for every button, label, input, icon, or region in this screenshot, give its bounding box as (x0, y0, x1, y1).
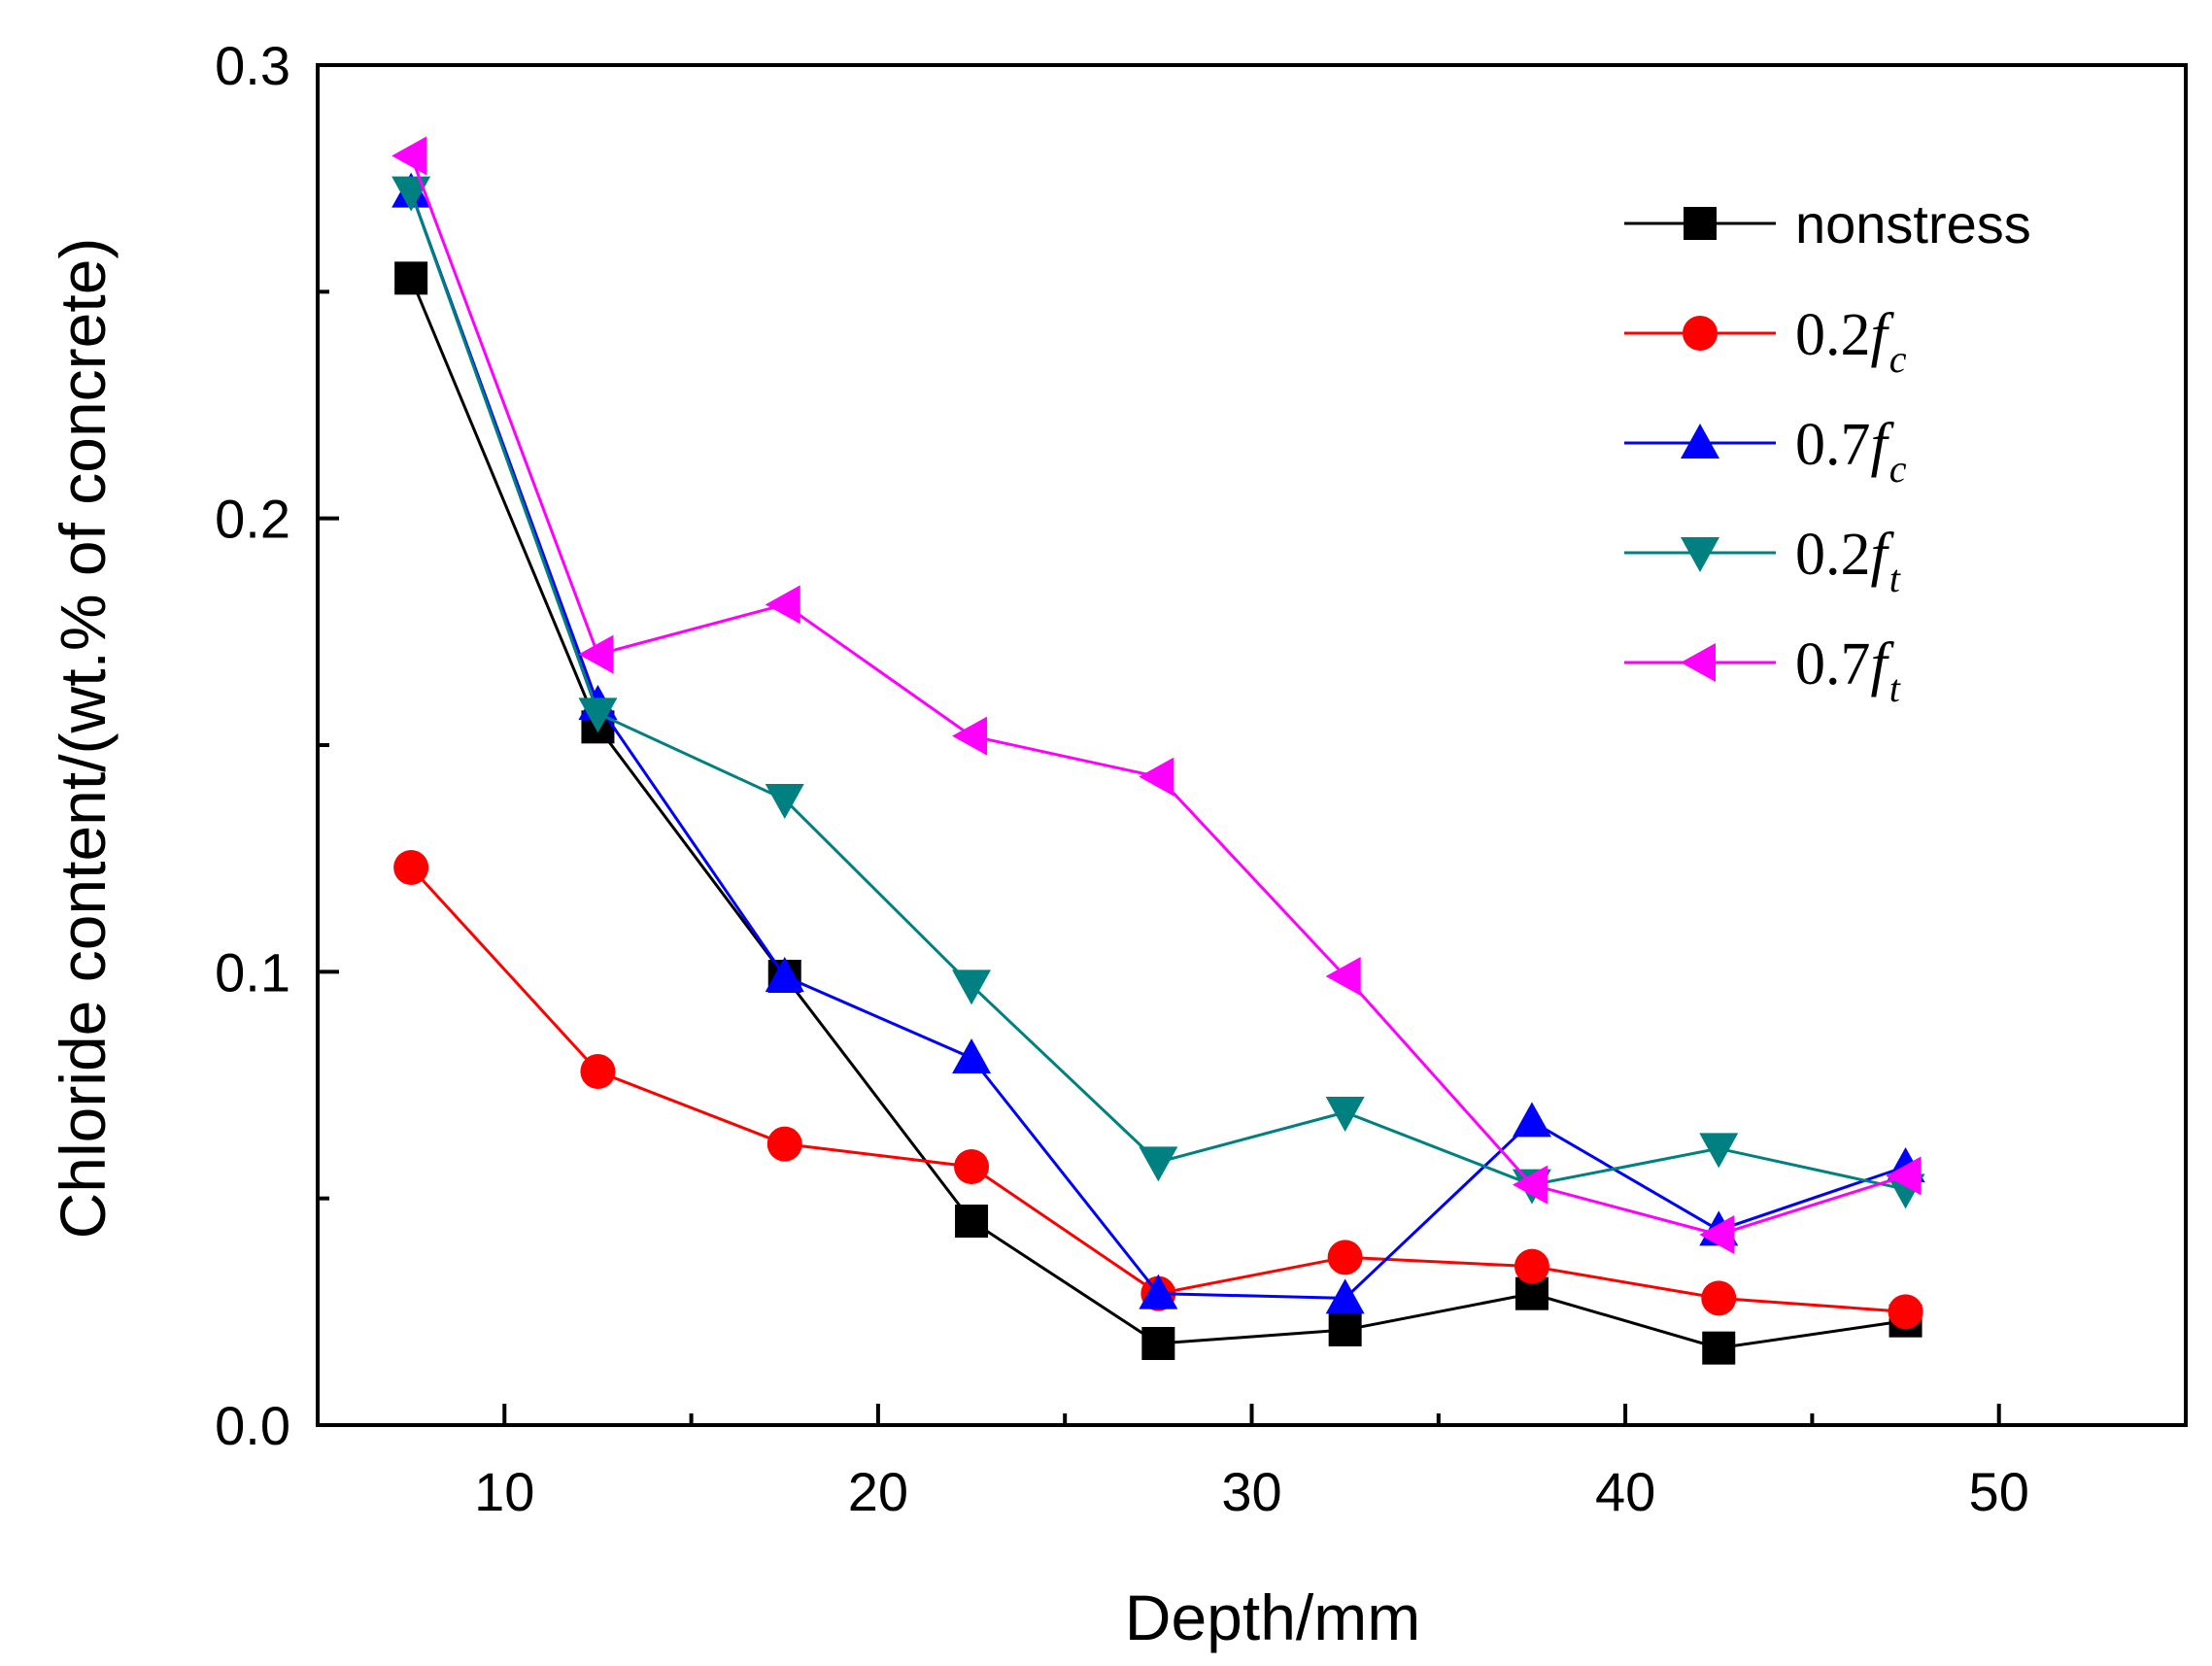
data-point-nonstress (1141, 1327, 1175, 1360)
plot-area-border (316, 63, 2188, 1427)
legend-item-0.7ft: 0.7ft (1624, 631, 1901, 710)
data-point-0.7ft (1512, 1165, 1548, 1205)
series-line-0.7fc (409, 191, 1907, 1300)
data-point-0.7fc (765, 957, 804, 992)
legend-item-0.2fc: 0.2fc (1624, 302, 1907, 381)
x-tick-label: 40 (1595, 1461, 1655, 1522)
data-point-0.2fc (1514, 1248, 1549, 1284)
data-point-0.2fc (766, 1126, 802, 1162)
legend-label: 0.2ft (1795, 522, 1901, 600)
series-line-nonstress (409, 277, 1906, 1350)
x-tick-label: 50 (1969, 1461, 2029, 1522)
data-point-0.7ft (578, 634, 614, 674)
data-point-0.2fc (1701, 1280, 1737, 1316)
data-point-0.2fc (1327, 1240, 1363, 1275)
x-axis-ticks: 10 20 30 40 50 (474, 1404, 2029, 1522)
data-point-0.7fc (1139, 1274, 1178, 1309)
data-point-0.7ft (765, 585, 800, 625)
legend-label: 0.7fc (1795, 412, 1907, 491)
data-point-0.7ft (1699, 1215, 1735, 1254)
y-tick-label: 0.3 (215, 35, 290, 96)
legend-label-subscript: t (1889, 557, 1901, 600)
y-tick-label: 0.2 (215, 489, 290, 550)
legend-item-0.2ft: 0.2ft (1624, 522, 1901, 600)
legend-marker-0.7fc (1681, 424, 1719, 459)
legend-label-subscript: c (1889, 337, 1907, 381)
legend-marker-nonstress (1684, 207, 1717, 240)
data-point-0.2ft (952, 969, 992, 1005)
legend-label: 0.7ft (1795, 631, 1901, 710)
legend-label-subscript: t (1889, 666, 1901, 710)
x-axis-title: Depth/mm (1125, 1581, 1420, 1653)
data-point-0.2ft (578, 697, 618, 733)
series-0.7ft (391, 136, 1922, 1254)
data-point-0.7ft (1886, 1156, 1922, 1196)
data-point-0.2fc (393, 850, 429, 885)
series-0.2fc (393, 850, 1923, 1330)
data-point-0.7ft (391, 136, 427, 176)
legend-marker-0.7ft (1681, 643, 1716, 682)
legend-label-number: 0.2 (1795, 302, 1871, 368)
data-point-0.7fc (1325, 1278, 1365, 1314)
legend-label-subscript: c (1889, 447, 1907, 491)
legend-label: 0.2fc (1795, 302, 1907, 381)
data-point-0.7fc (952, 1038, 992, 1073)
legend-label-number: 0.7 (1795, 631, 1871, 697)
data-point-0.7fc (1512, 1102, 1551, 1138)
x-tick-label: 20 (848, 1461, 908, 1522)
plot-frame (316, 63, 2188, 1427)
legend-item-nonstress: nonstress (1624, 193, 2031, 255)
legend-label: nonstress (1795, 193, 2031, 255)
y-axis-title: Chloride content/(wt.% of concrete) (47, 238, 119, 1240)
legend-marker-0.2fc (1683, 316, 1718, 351)
series-line-0.7ft (409, 154, 1907, 1237)
series-0.2ft (391, 176, 1925, 1209)
series-line-0.2ft (409, 191, 1906, 1191)
data-point-0.7ft (1139, 757, 1174, 797)
data-point-0.7ft (952, 716, 988, 756)
legend: nonstress 0.2fc 0.7fc 0.2ft 0.7ft (1624, 193, 2031, 710)
data-point-nonstress (1702, 1331, 1736, 1365)
data-point-0.2ft (1325, 1097, 1365, 1132)
data-point-0.2ft (765, 784, 804, 819)
y-tick-label: 0.1 (215, 941, 290, 1003)
series-line-0.2fc (410, 866, 1906, 1313)
x-tick-label: 10 (474, 1461, 534, 1522)
data-point-nonstress (1328, 1313, 1362, 1346)
series-nonstress (394, 261, 1923, 1365)
data-point-0.2fc (954, 1149, 990, 1184)
legend-item-0.7fc: 0.7fc (1624, 412, 1907, 491)
data-point-0.2fc (1888, 1294, 1923, 1330)
legend-label-number: 0.7 (1795, 412, 1871, 478)
data-point-0.2fc (580, 1054, 616, 1089)
data-point-nonstress (394, 261, 428, 295)
data-point-nonstress (955, 1205, 989, 1238)
x-tick-label: 30 (1221, 1461, 1281, 1522)
data-point-0.7ft (1325, 957, 1361, 996)
legend-marker-0.2ft (1681, 537, 1719, 572)
y-axis-ticks: 0.0 0.1 0.2 0.3 (215, 35, 339, 1456)
data-point-0.2ft (1139, 1146, 1178, 1182)
y-tick-label: 0.0 (215, 1395, 290, 1456)
series-layer (391, 136, 1925, 1365)
legend-label-number: 0.2 (1795, 522, 1871, 588)
data-point-0.2ft (1699, 1133, 1739, 1169)
